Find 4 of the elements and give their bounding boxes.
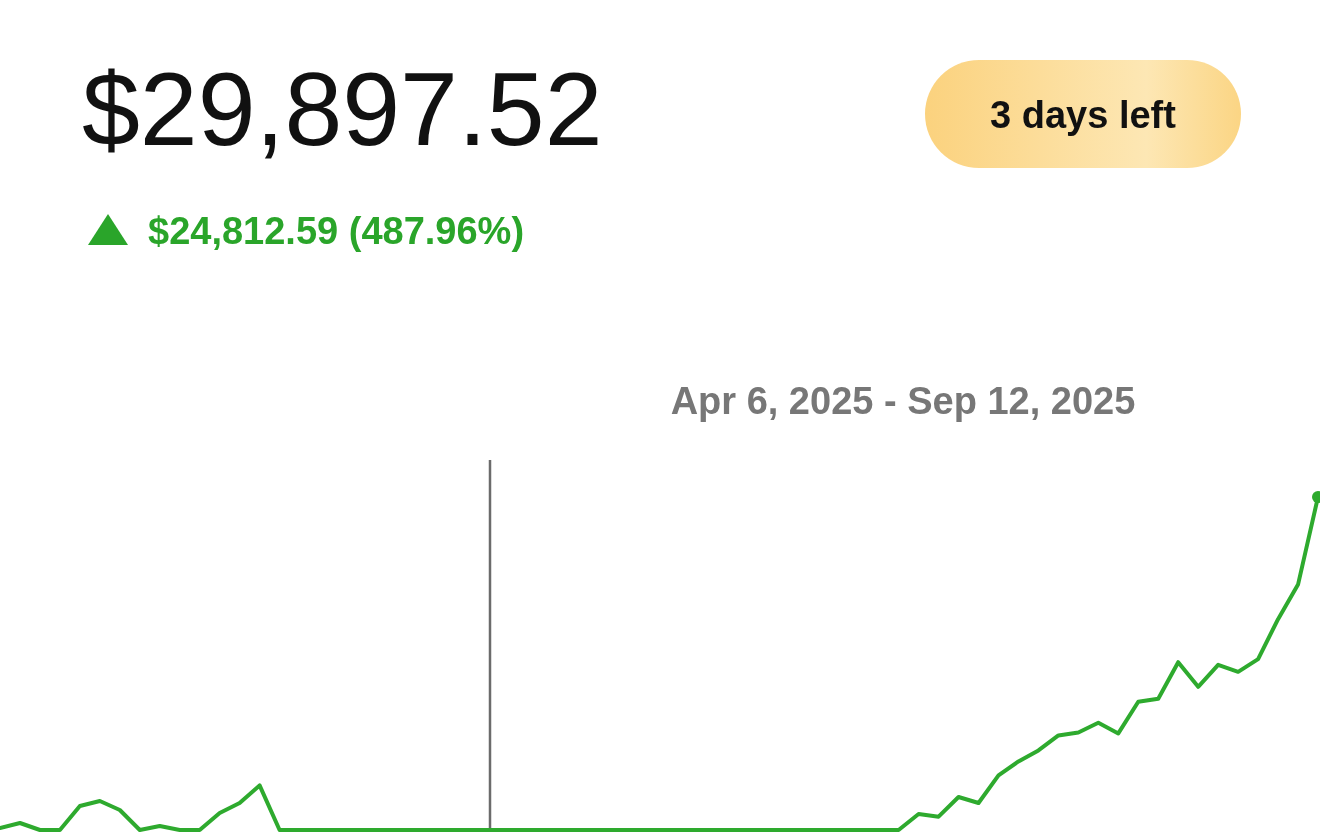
text: Apr 6, 2025 - Sep 12, 2025 — [670, 380, 1136, 422]
chart-subtitle: $24,812.59 (487.96%) — [148, 210, 525, 252]
text: 3 days left — [990, 94, 1177, 136]
chart-title: $29,897.52 — [82, 51, 603, 167]
